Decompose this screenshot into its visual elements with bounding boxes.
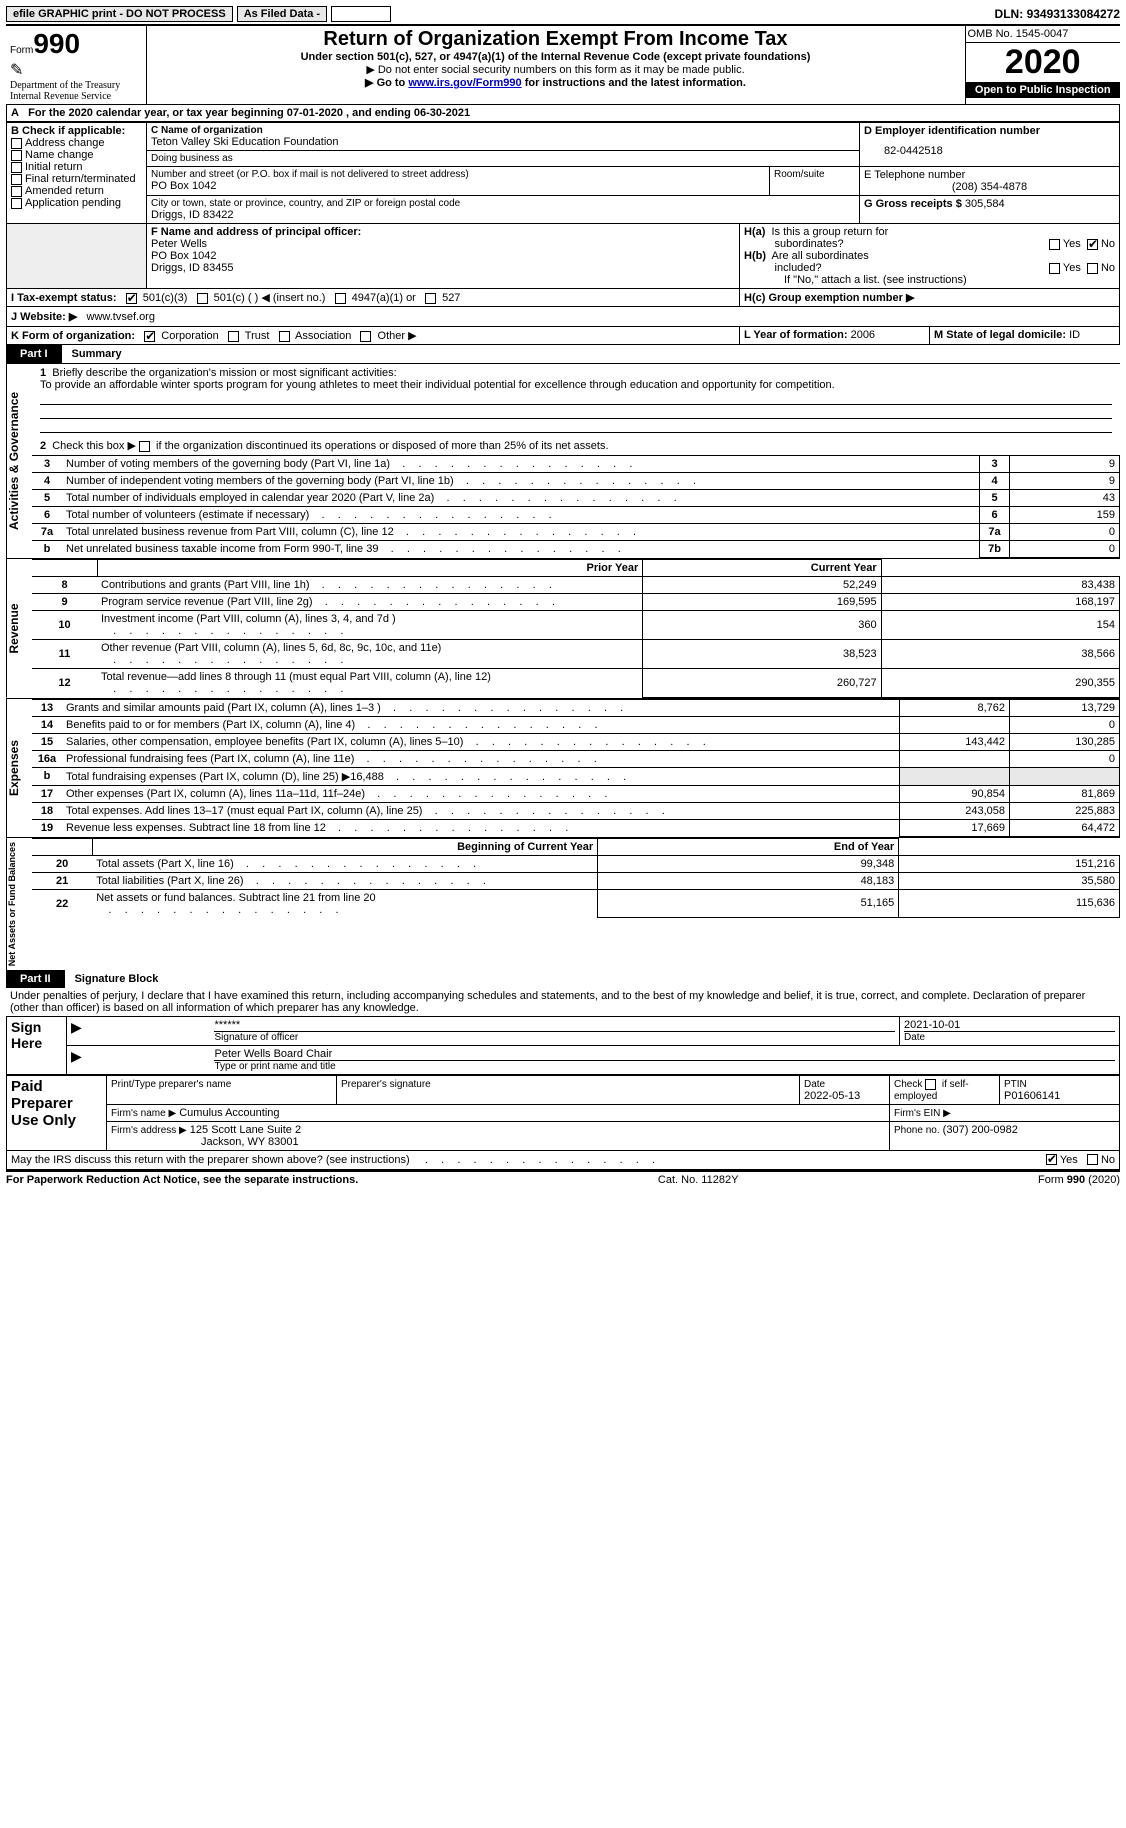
checkbox-amended-return: Amended return — [11, 185, 142, 197]
sig-date: 2021-10-01 — [904, 1019, 1115, 1031]
firm-phone: (307) 200-0982 — [943, 1124, 1018, 1136]
ptin: P01606141 — [1004, 1090, 1060, 1102]
preparer-block: Paid Preparer Use Only Print/Type prepar… — [6, 1075, 1120, 1151]
fh-block: F Name and address of principal officer:… — [6, 224, 1120, 289]
officer-title: Peter Wells Board Chair — [214, 1048, 1115, 1061]
street: PO Box 1042 — [151, 180, 765, 192]
firm-name: Cumulus Accounting — [179, 1107, 279, 1119]
gov-7b: 0 — [1010, 541, 1120, 558]
self-employed-checkbox[interactable] — [925, 1079, 936, 1090]
ha-yes-checkbox[interactable] — [1049, 239, 1060, 250]
gov-5: 43 — [1010, 490, 1120, 507]
prep-date: 2022-05-13 — [804, 1090, 860, 1102]
klm-row: K Form of organization: Corporation Trus… — [6, 327, 1120, 345]
i-label: I Tax-exempt status: — [11, 292, 117, 304]
discuss-no-checkbox[interactable] — [1087, 1154, 1098, 1165]
hc: H(c) Group exemption number ▶ — [744, 292, 914, 304]
gov-3: 9 — [1010, 456, 1120, 473]
hb-note: If "No," attach a list. (see instruction… — [744, 274, 1115, 286]
declaration: Under penalties of perjury, I declare th… — [6, 988, 1120, 1016]
col-beginning: Beginning of Current Year — [92, 838, 597, 855]
sign-here: Sign Here — [7, 1016, 67, 1074]
warn1: ▶ Do not enter social security numbers o… — [151, 63, 961, 76]
domicile: ID — [1069, 329, 1080, 341]
header-block: Form990 ✎ Department of the Treasury Int… — [6, 26, 1120, 105]
dln: DLN: 93493133084272 — [995, 7, 1120, 21]
hb-no-checkbox[interactable] — [1087, 263, 1098, 274]
omb: OMB No. 1545-0047 — [966, 26, 1121, 43]
asfiled-value — [331, 6, 391, 22]
hb: H(b) Are all subordinates included? Yes … — [744, 250, 1115, 274]
checkbox-name-change: Name change — [11, 149, 142, 161]
topbar: efile GRAPHIC print - DO NOT PROCESS As … — [6, 6, 1120, 22]
checkbox-final-return-terminated: Final return/terminated — [11, 173, 142, 185]
street-label: Number and street (or P.O. box if mail i… — [151, 169, 765, 180]
checkbox-application-pending: Application pending — [11, 197, 142, 209]
dln-label: DLN: — [995, 7, 1024, 21]
phone: (208) 354-4878 — [864, 181, 1115, 193]
j-row: J Website: ▶ www.tvsef.org — [6, 307, 1120, 327]
ha: H(a) Is this a group return for subordin… — [744, 226, 1115, 250]
mission-text: To provide an affordable winter sports p… — [40, 379, 835, 391]
paid-preparer: Paid Preparer Use Only — [7, 1075, 107, 1150]
gov-7a: 0 — [1010, 524, 1120, 541]
website: www.tvsef.org — [87, 311, 155, 323]
footer: For Paperwork Reduction Act Notice, see … — [6, 1170, 1120, 1186]
officer-street: PO Box 1042 — [151, 250, 216, 262]
room-label: Room/suite — [774, 169, 855, 180]
side-netassets: Net Assets or Fund Balances — [6, 838, 32, 970]
part1-bar: Part I Summary — [6, 345, 1120, 363]
gross-amount: 305,584 — [965, 198, 1005, 210]
part2-bar: Part II Signature Block — [6, 970, 1120, 988]
ein: 82-0442518 — [864, 137, 1115, 157]
checkbox-address-change: Address change — [11, 137, 142, 149]
line-a: A For the 2020 calendar year, or tax yea… — [6, 105, 1120, 122]
q2-checkbox[interactable] — [139, 441, 150, 452]
side-revenue: Revenue — [6, 559, 32, 698]
b-title: B Check if applicable: — [11, 125, 142, 137]
side-governance: Activities & Governance — [6, 364, 32, 558]
phone-label: E Telephone number — [864, 169, 1115, 181]
c-label: C Name of organization — [151, 125, 855, 136]
hb-yes-checkbox[interactable] — [1049, 263, 1060, 274]
col-prior: Prior Year — [97, 560, 643, 577]
officer-name: Peter Wells — [151, 238, 207, 250]
firm-addr: 125 Scott Lane Suite 2 — [190, 1124, 301, 1136]
col-current: Current Year — [643, 560, 881, 577]
side-expenses: Expenses — [6, 699, 32, 837]
gov-4: 9 — [1010, 473, 1120, 490]
city: Driggs, ID 83422 — [151, 209, 855, 221]
efile-button[interactable]: efile GRAPHIC print - DO NOT PROCESS — [6, 6, 233, 22]
asfiled-button[interactable]: As Filed Data - — [237, 6, 327, 22]
discuss-yes-checkbox[interactable] — [1046, 1154, 1057, 1165]
col-end: End of Year — [598, 838, 899, 855]
entity-block: B Check if applicable: Address changeNam… — [6, 122, 1120, 224]
signature: ****** — [214, 1019, 895, 1031]
ha-no-checkbox[interactable] — [1087, 239, 1098, 250]
sign-block: Sign Here ▶ ****** Signature of officer … — [6, 1016, 1120, 1075]
q1-label: Briefly describe the organization's miss… — [52, 367, 396, 379]
gov-6: 159 — [1010, 507, 1120, 524]
page-title: Return of Organization Exempt From Incom… — [151, 28, 961, 51]
gross-label: G Gross receipts $ — [864, 198, 962, 210]
org-name: Teton Valley Ski Education Foundation — [151, 136, 855, 148]
irs-link[interactable]: www.irs.gov/Form990 — [408, 77, 521, 89]
dba-label: Doing business as — [151, 153, 855, 164]
city-label: City or town, state or province, country… — [151, 198, 855, 209]
firm-city: Jackson, WY 83001 — [111, 1136, 299, 1148]
year-formation: 2006 — [851, 329, 875, 341]
checkbox-initial-return: Initial return — [11, 161, 142, 173]
inspection: Open to Public Inspection — [966, 82, 1121, 98]
subtitle: Under section 501(c), 527, or 4947(a)(1)… — [151, 51, 961, 63]
discuss-row: May the IRS discuss this return with the… — [6, 1151, 1120, 1170]
tax-year: 2020 — [966, 43, 1121, 82]
warn2: ▶ Go to www.irs.gov/Form990 for instruct… — [151, 76, 961, 89]
dln-value: 93493133084272 — [1027, 7, 1120, 21]
dept: Department of the Treasury Internal Reve… — [10, 80, 142, 102]
form-label: Form990 — [10, 28, 142, 60]
officer-city: Driggs, ID 83455 — [151, 262, 234, 274]
d-label: D Employer identification number — [864, 125, 1115, 137]
i-row: I Tax-exempt status: 501(c)(3) 501(c) ( … — [6, 289, 1120, 307]
f-label: F Name and address of principal officer: — [151, 226, 361, 238]
